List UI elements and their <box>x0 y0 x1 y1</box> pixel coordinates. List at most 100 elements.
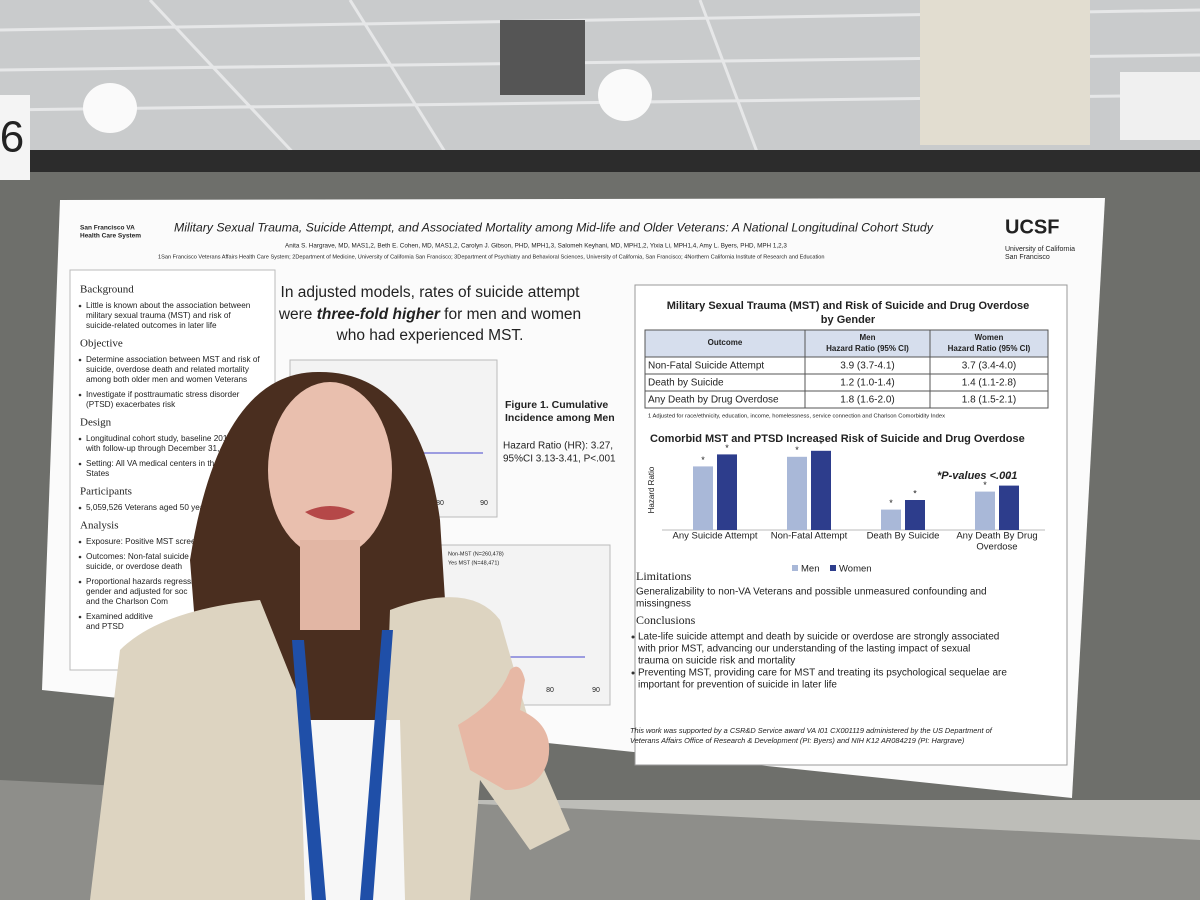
bullet-text: suicide, or overdose death <box>86 562 182 571</box>
bullet-text: suicide-related outcomes in later life <box>86 321 217 330</box>
y-axis-label: Hazard Ratio <box>647 466 656 513</box>
lanyard <box>292 630 393 900</box>
table-cell: 1.2 (1.0-1.4) <box>840 378 894 389</box>
plot-legend: Non-MST (N=260,478) <box>448 551 504 557</box>
plot-legend: Yes MST (N=48,471) <box>448 560 499 566</box>
bullet-text: Proportional hazards regression <box>86 577 202 586</box>
legend-swatch <box>792 565 798 571</box>
figure-hr: Hazard Ratio (HR): 3.27, <box>503 441 613 452</box>
bullet <box>78 615 82 619</box>
bullet <box>78 580 82 584</box>
significance-star: * <box>889 498 893 508</box>
bullet <box>78 393 82 397</box>
tick-label: 90 <box>592 687 600 694</box>
table-title: Military Sexual Trauma (MST) and Risk of… <box>667 300 1029 312</box>
table-title: by Gender <box>821 314 876 326</box>
table-header-bg <box>644 329 1049 358</box>
limitations-text: Generalizability to non-VA Veterans and … <box>636 587 987 598</box>
bullet <box>631 671 635 675</box>
legend-swatch <box>830 565 836 571</box>
bullet <box>78 506 82 510</box>
conclusions-text: with prior MST, advancing our understand… <box>637 644 970 655</box>
panel-number-card <box>0 95 30 180</box>
limitations-text: missingness <box>636 599 691 610</box>
chart-title: Comorbid MST and PTSD Increased Risk of … <box>650 433 1025 445</box>
section-heading: Participants <box>80 486 132 498</box>
bullet <box>78 540 82 544</box>
bar <box>999 485 1019 530</box>
section-heading: Objective <box>80 338 123 350</box>
table-cell: 1.8 (1.6-2.0) <box>840 395 894 406</box>
funding-text: Veterans Affairs Office of Research & De… <box>630 736 965 745</box>
bullet-text: Investigate if posttraumatic stress diso… <box>86 390 240 399</box>
neck <box>300 540 360 630</box>
table-cell: 3.9 (3.7-4.1) <box>840 361 894 372</box>
bullet-text: gender and adjusted for soc <box>86 587 188 596</box>
table-header: Hazard Ratio (95% CI) <box>948 344 1031 353</box>
figure-caption: Figure 1. Cumulative <box>505 399 608 411</box>
chart-note: *P-values <.001 <box>937 470 1017 482</box>
conclusions-text: Preventing MST, providing care for MST a… <box>638 668 1007 679</box>
x-tick-label: Any Death By Drug <box>956 531 1037 542</box>
ucsf-subtitle: San Francisco <box>1005 254 1050 261</box>
bullet-text: Determine association between MST and ri… <box>86 355 260 364</box>
bullet-text: among both older men and women Veterans <box>86 375 247 384</box>
bullet-text: with follow-up through December 31, 202 <box>85 444 236 453</box>
logo-text: Health Care System <box>80 233 141 240</box>
conclusions-text: important for prevention of suicide in l… <box>638 680 837 691</box>
section-heading: Limitations <box>636 569 692 583</box>
ucsf-logo: UCSF <box>1005 216 1059 238</box>
section-heading: Conclusions <box>636 613 696 627</box>
ucsf-subtitle: University of California <box>1005 246 1075 253</box>
table-row <box>644 390 1049 409</box>
table-header: Outcome <box>708 338 743 347</box>
tick-label: 90 <box>480 500 488 507</box>
x-tick-label: Overdose <box>976 542 1017 553</box>
bullet-text: Outcomes: Non-fatal suicide attempt, de <box>86 552 233 561</box>
table-cell: Any Death by Drug Overdose <box>648 395 779 406</box>
section-heading: Analysis <box>80 520 119 532</box>
bullet <box>78 358 82 362</box>
conclusions-text: trauma on suicide risk and mortality <box>638 656 795 667</box>
significance-star: * <box>819 439 823 449</box>
bullet-text: States <box>86 469 109 478</box>
logo-text: San Francisco VA <box>80 225 135 232</box>
significance-star: * <box>913 488 917 498</box>
conclusions-text: Late-life suicide attempt and death by s… <box>638 632 999 643</box>
headline-part: were <box>278 306 317 323</box>
bullet <box>631 635 635 639</box>
significance-star: * <box>795 445 799 455</box>
headline: were three-fold higher for men and women <box>278 306 581 323</box>
bullet-text: Exposure: Positive MST screen <box>86 537 201 546</box>
poster-title: Military Sexual Trauma, Suicide Attempt,… <box>174 220 934 234</box>
mouth <box>305 506 355 520</box>
blazer <box>90 600 320 900</box>
headline: who had experienced MST. <box>336 327 524 344</box>
tick-label: 80 <box>546 687 554 694</box>
legend-label: Men <box>801 564 819 575</box>
x-tick-label: Non-Fatal Attempt <box>771 531 848 542</box>
bullet-text: Setting: All VA medical centers in the U… <box>86 459 236 468</box>
significance-star: * <box>701 455 705 465</box>
bar <box>881 509 901 530</box>
x-tick-label: Any Suicide Attempt <box>672 531 757 542</box>
bar <box>693 466 713 530</box>
lamp <box>83 83 137 133</box>
tick-label: 80 <box>436 500 444 507</box>
table-cell: 1.4 (1.1-2.8) <box>962 378 1016 389</box>
bullet <box>78 304 82 308</box>
affiliations: 1San Francisco Veterans Affairs Health C… <box>158 254 825 260</box>
table-cell: 3.7 (3.4-4.0) <box>962 361 1016 372</box>
figure-caption: Incidence among Men <box>505 412 615 424</box>
vent <box>500 20 585 95</box>
bullet-text: Little is known about the association be… <box>86 301 251 310</box>
bullet-text: and PTSD <box>86 622 124 631</box>
bullet <box>78 437 82 441</box>
x-tick-label: Death By Suicide <box>867 531 940 542</box>
significance-star: * <box>983 480 987 490</box>
bullet <box>78 462 82 466</box>
headline-part: for men and women <box>440 306 581 323</box>
face <box>268 382 392 558</box>
authors: Anita S. Hargrave, MD, MAS1,2, Beth E. C… <box>285 243 787 250</box>
panel-top <box>30 150 1200 172</box>
